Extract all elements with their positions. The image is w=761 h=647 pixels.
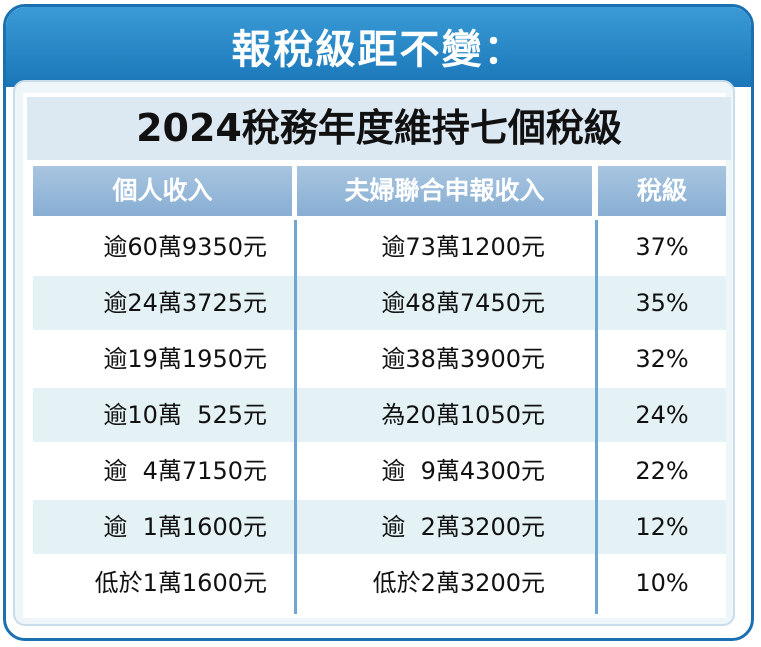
header-single-income: 個人收入 [33, 166, 292, 216]
single-income-cell: 逾 4萬7150元 [103, 457, 267, 485]
single-income-cell: 低於1萬1600元 [94, 569, 267, 597]
joint-income-cell: 逾38萬3900元 [381, 345, 545, 373]
column-divider [294, 220, 297, 614]
table-row: 逾19萬1950元 逾38萬3900元 32% [33, 332, 726, 386]
tax-rate-cell: 10% [635, 569, 689, 597]
single-income-cell: 逾 1萬1600元 [103, 513, 267, 541]
table-title: 2024稅務年度維持七個稅級 [27, 97, 731, 160]
joint-income-cell: 為20萬1050元 [381, 401, 545, 429]
single-income-cell: 逾10萬 525元 [103, 401, 267, 429]
joint-income-cell: 逾73萬1200元 [381, 233, 545, 261]
header-tax-rate: 稅級 [598, 166, 726, 216]
table-row: 逾60萬9350元 逾73萬1200元 37% [33, 220, 726, 274]
tax-rate-cell: 35% [635, 289, 689, 317]
table-row: 逾10萬 525元 為20萬1050元 24% [33, 388, 726, 442]
single-income-cell: 逾60萬9350元 [103, 233, 267, 261]
banner: 報稅級距不變： [6, 7, 751, 87]
joint-income-cell: 逾 2萬3200元 [381, 513, 545, 541]
tax-rate-cell: 32% [635, 345, 689, 373]
table-row: 逾 1萬1600元 逾 2萬3200元 12% [33, 500, 726, 554]
tax-rate-cell: 22% [635, 457, 689, 485]
table-row: 逾 4萬7150元 逾 9萬4300元 22% [33, 444, 726, 498]
joint-income-cell: 逾 9萬4300元 [381, 457, 545, 485]
joint-income-cell: 低於2萬3200元 [372, 569, 545, 597]
tax-rate-cell: 37% [635, 233, 689, 261]
banner-title: 報稅級距不變： [231, 27, 526, 73]
tax-rate-cell: 12% [635, 513, 689, 541]
joint-income-cell: 逾48萬7450元 [381, 289, 545, 317]
column-divider [595, 220, 598, 614]
tax-rate-cell: 24% [635, 401, 689, 429]
table-row: 逾24萬3725元 逾48萬7450元 35% [33, 276, 726, 330]
single-income-cell: 逾19萬1950元 [103, 345, 267, 373]
header-joint-income: 夫婦聯合申報收入 [297, 166, 592, 216]
table-row: 低於1萬1600元 低於2萬3200元 10% [33, 556, 726, 610]
single-income-cell: 逾24萬3725元 [103, 289, 267, 317]
